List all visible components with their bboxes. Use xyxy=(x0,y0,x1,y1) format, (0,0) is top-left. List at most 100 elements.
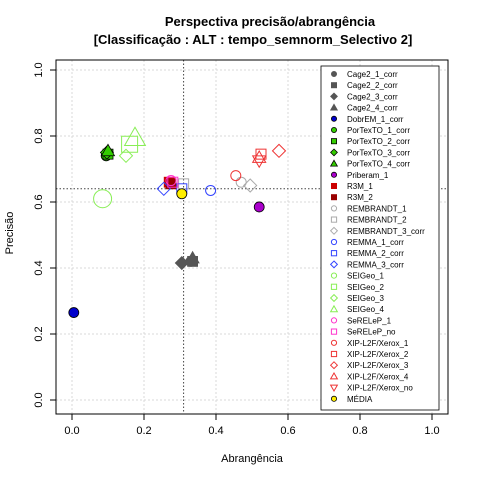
legend-label: MÉDIA xyxy=(347,395,373,404)
legend-marker xyxy=(329,159,339,167)
data-point xyxy=(235,176,247,188)
legend-label: XIP-L2F/Xerox_4 xyxy=(347,372,409,381)
legend-marker xyxy=(330,328,338,335)
data-point xyxy=(165,175,177,187)
legend-marker xyxy=(329,103,339,111)
data-point xyxy=(205,184,217,196)
legend-marker xyxy=(330,71,337,78)
y-tick-label: 1.0 xyxy=(33,62,45,77)
legend-label: Cage2_2_corr xyxy=(347,81,398,90)
legend-label: XIP-L2F/Xerox_3 xyxy=(347,361,409,370)
legend-marker xyxy=(330,205,338,212)
legend-marker xyxy=(330,171,337,178)
data-point xyxy=(100,143,116,157)
legend-label: SEIGeo_4 xyxy=(347,305,384,314)
data-point xyxy=(251,149,267,163)
legend-marker xyxy=(329,293,339,303)
legend-label: Priberam_1 xyxy=(347,171,389,180)
legend-label: REMBRANDT_1 xyxy=(347,204,407,213)
x-axis-label: Abrangência xyxy=(221,453,284,465)
data-point xyxy=(167,176,179,188)
data-point xyxy=(185,250,200,264)
data-point xyxy=(93,189,113,209)
legend-label: SeRELeP_1 xyxy=(347,316,392,325)
legend-label: REMMA_2_corr xyxy=(347,249,404,258)
legend-marker xyxy=(330,283,338,290)
plot-frame xyxy=(55,59,449,415)
legend-label: XIP-L2F/Xerox_2 xyxy=(347,350,409,359)
data-point xyxy=(255,148,267,160)
legend-label: Cage2_3_corr xyxy=(347,92,398,101)
legend-label: REMBRANDT_2 xyxy=(347,216,407,225)
legend-marker xyxy=(330,317,338,324)
legend-label: R3M_2 xyxy=(347,193,373,202)
data-point xyxy=(118,148,134,164)
legend-label: DobrEM_1_corr xyxy=(347,115,404,124)
data-point xyxy=(174,255,189,271)
axes: 0.0 0.2 0.4 0.6 0.8 1.0 0.0 0.2 0.4 0.6 0.8 1.0 xyxy=(33,62,440,437)
data-point xyxy=(253,201,265,213)
legend-marker xyxy=(330,182,337,189)
data-point xyxy=(176,188,188,200)
legend-marker xyxy=(330,92,338,101)
y-tick-label: 0.6 xyxy=(33,194,45,209)
legend-marker xyxy=(330,238,338,246)
legend-label: SEIGeo_3 xyxy=(347,294,384,303)
legend-label: PorTexTO_4_corr xyxy=(347,160,410,169)
y-tick-label: 0.8 xyxy=(33,128,45,143)
chart-subtitle: [Classificação : ALT : tempo_semnorm_Sel… xyxy=(94,32,413,47)
legend-marker xyxy=(330,82,337,89)
data-point xyxy=(242,178,258,193)
legend-marker xyxy=(330,148,338,157)
legend-label: SEIGeo_2 xyxy=(347,283,384,292)
legend-marker xyxy=(330,339,338,346)
data-point xyxy=(123,126,147,146)
legend-marker xyxy=(329,226,339,235)
data-point xyxy=(230,170,242,182)
legend-marker xyxy=(330,350,338,358)
legend-marker xyxy=(330,395,337,402)
legend-marker xyxy=(330,115,337,122)
legend-marker xyxy=(330,250,338,257)
x-tick-label: 0.8 xyxy=(352,425,367,437)
legend-marker xyxy=(329,260,339,269)
data-point xyxy=(68,307,80,318)
legend-marker xyxy=(330,272,338,279)
legend: Cage2_1_corr Cage2_2_corr Cage2_3_corr Cage… xyxy=(320,65,440,411)
y-tick-label: 0.2 xyxy=(33,326,45,341)
data-point xyxy=(271,143,287,159)
chart-title: Perspectiva precisão/abrangência xyxy=(165,14,376,29)
legend-label: REMMA_1_corr xyxy=(347,238,404,247)
data-point xyxy=(121,135,139,153)
x-tick-label: 0.2 xyxy=(136,425,151,437)
legend-marker xyxy=(329,361,339,370)
y-tick-label: 0.0 xyxy=(33,392,45,407)
legend-label: R3M_1 xyxy=(347,182,373,191)
data-point xyxy=(251,155,267,169)
x-tick-label: 1.0 xyxy=(424,425,439,437)
legend-label: Cage2_1_corr xyxy=(347,70,398,79)
x-tick-label: 0.0 xyxy=(64,425,79,437)
legend-label: PorTexTO_1_corr xyxy=(347,126,410,135)
data-points xyxy=(68,126,287,318)
legend-label: SeRELeP_no xyxy=(347,328,396,337)
legend-label: SEIGeo_1 xyxy=(347,272,384,281)
legend-label: PorTexTO_2_corr xyxy=(347,137,410,146)
legend-label: PorTexTO_3_corr xyxy=(347,148,410,157)
y-tick-label: 0.4 xyxy=(33,260,45,275)
legend-label: Cage2_4_corr xyxy=(347,104,398,113)
legend-label: REMMA_3_corr xyxy=(347,260,404,269)
legend-label: XIP-L2F/Xerox_no xyxy=(347,384,413,393)
legend-marker xyxy=(330,127,337,134)
legend-label: REMBRANDT_3_corr xyxy=(347,227,425,236)
legend-marker xyxy=(329,304,339,313)
legend-marker xyxy=(330,194,337,201)
x-tick-label: 0.4 xyxy=(208,425,223,437)
legend-marker xyxy=(329,372,339,380)
legend-marker xyxy=(330,138,337,145)
x-tick-label: 0.6 xyxy=(280,425,295,437)
legend-label: XIP-L2F/Xerox_1 xyxy=(347,339,409,348)
legend-marker xyxy=(329,384,339,392)
legend-marker xyxy=(330,216,338,223)
